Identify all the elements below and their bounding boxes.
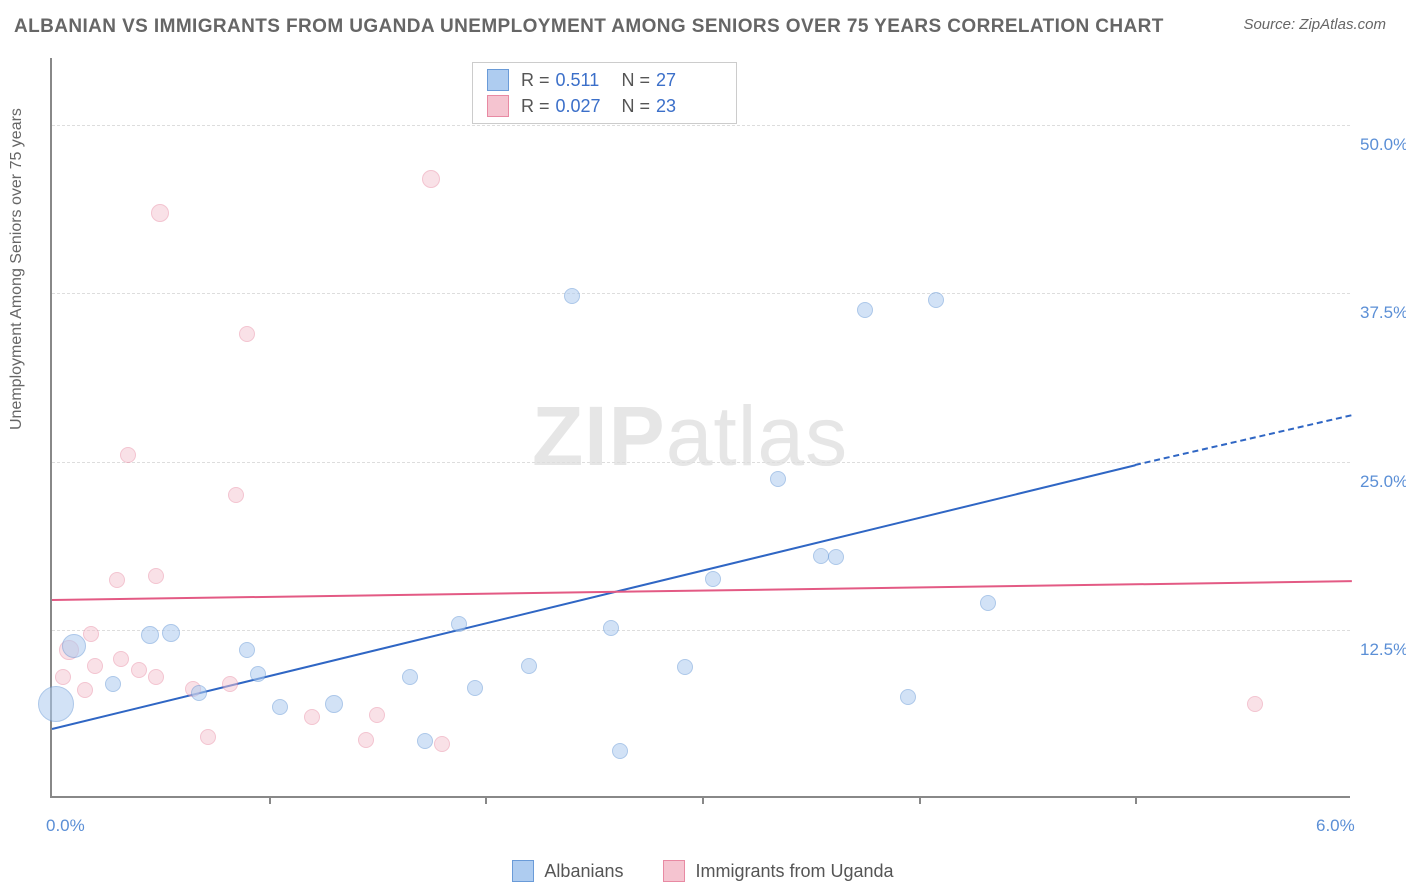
data-point-uganda	[148, 669, 164, 685]
data-point-albanians	[603, 620, 619, 636]
y-axis-label: Unemployment Among Seniors over 75 years	[8, 108, 26, 430]
swatch-albanians	[487, 69, 509, 91]
chart-title: ALBANIAN VS IMMIGRANTS FROM UGANDA UNEMP…	[14, 16, 1164, 38]
x-tick	[1135, 796, 1137, 804]
data-point-albanians	[417, 733, 433, 749]
data-point-uganda	[87, 658, 103, 674]
data-point-albanians	[325, 695, 343, 713]
series-legend: Albanians Immigrants from Uganda	[0, 860, 1406, 882]
data-point-uganda	[228, 487, 244, 503]
plot-area: ZIPatlas R = 0.511 N = 27 R = 0.027 N = …	[50, 58, 1350, 798]
n-label: N =	[622, 70, 651, 91]
watermark-zip: ZIP	[532, 389, 666, 483]
n-value-uganda: 23	[656, 96, 722, 117]
swatch-uganda	[487, 95, 509, 117]
data-point-uganda	[434, 736, 450, 752]
x-tick	[269, 796, 271, 804]
data-point-uganda	[422, 170, 440, 188]
data-point-albanians	[813, 548, 829, 564]
gridline	[52, 293, 1350, 294]
data-point-uganda	[304, 709, 320, 725]
legend-label-albanians: Albanians	[544, 861, 623, 882]
r-value-uganda: 0.027	[556, 96, 622, 117]
swatch-uganda	[663, 860, 685, 882]
data-point-albanians	[900, 689, 916, 705]
data-point-albanians	[191, 685, 207, 701]
gridline	[52, 630, 1350, 631]
legend-item-albanians: Albanians	[512, 860, 623, 882]
data-point-albanians	[857, 302, 873, 318]
data-point-uganda	[77, 682, 93, 698]
watermark-atlas: atlas	[666, 389, 848, 483]
legend-row-uganda: R = 0.027 N = 23	[473, 93, 736, 119]
data-point-uganda	[200, 729, 216, 745]
n-value-albanians: 27	[656, 70, 722, 91]
data-point-uganda	[148, 568, 164, 584]
data-point-albanians	[250, 666, 266, 682]
legend-label-uganda: Immigrants from Uganda	[695, 861, 893, 882]
trend-line	[1135, 415, 1352, 467]
source-attribution: Source: ZipAtlas.com	[1243, 16, 1386, 33]
data-point-uganda	[358, 732, 374, 748]
r-label: R =	[521, 96, 550, 117]
data-point-uganda	[151, 204, 169, 222]
watermark: ZIPatlas	[532, 388, 848, 485]
data-point-albanians	[980, 595, 996, 611]
chart-container: ALBANIAN VS IMMIGRANTS FROM UGANDA UNEMP…	[0, 0, 1406, 892]
data-point-uganda	[1247, 696, 1263, 712]
data-point-albanians	[467, 680, 483, 696]
data-point-albanians	[105, 676, 121, 692]
data-point-albanians	[62, 634, 86, 658]
data-point-albanians	[162, 624, 180, 642]
data-point-albanians	[770, 471, 786, 487]
gridline	[52, 462, 1350, 463]
x-tick-label-start: 0.0%	[46, 816, 85, 836]
y-tick-label: 12.5%	[1360, 640, 1406, 660]
y-tick-label: 25.0%	[1360, 472, 1406, 492]
data-point-albanians	[677, 659, 693, 675]
data-point-albanians	[612, 743, 628, 759]
x-tick	[702, 796, 704, 804]
data-point-uganda	[113, 651, 129, 667]
data-point-albanians	[451, 616, 467, 632]
r-label: R =	[521, 70, 550, 91]
data-point-uganda	[222, 676, 238, 692]
x-tick	[919, 796, 921, 804]
y-tick-label: 50.0%	[1360, 135, 1406, 155]
data-point-uganda	[83, 626, 99, 642]
x-tick-label-end: 6.0%	[1316, 816, 1355, 836]
data-point-uganda	[120, 447, 136, 463]
data-point-albanians	[705, 571, 721, 587]
r-value-albanians: 0.511	[556, 70, 622, 91]
data-point-albanians	[272, 699, 288, 715]
data-point-albanians	[564, 288, 580, 304]
data-point-albanians	[38, 686, 74, 722]
legend-row-albanians: R = 0.511 N = 27	[473, 67, 736, 93]
data-point-uganda	[131, 662, 147, 678]
data-point-uganda	[55, 669, 71, 685]
trend-line	[52, 580, 1352, 601]
correlation-legend: R = 0.511 N = 27 R = 0.027 N = 23	[472, 62, 737, 124]
data-point-albanians	[402, 669, 418, 685]
data-point-albanians	[828, 549, 844, 565]
gridline	[52, 125, 1350, 126]
data-point-albanians	[239, 642, 255, 658]
data-point-uganda	[239, 326, 255, 342]
data-point-albanians	[521, 658, 537, 674]
data-point-albanians	[141, 626, 159, 644]
data-point-uganda	[369, 707, 385, 723]
swatch-albanians	[512, 860, 534, 882]
data-point-uganda	[109, 572, 125, 588]
legend-item-uganda: Immigrants from Uganda	[663, 860, 893, 882]
data-point-albanians	[928, 292, 944, 308]
y-tick-label: 37.5%	[1360, 303, 1406, 323]
x-tick	[485, 796, 487, 804]
n-label: N =	[622, 96, 651, 117]
